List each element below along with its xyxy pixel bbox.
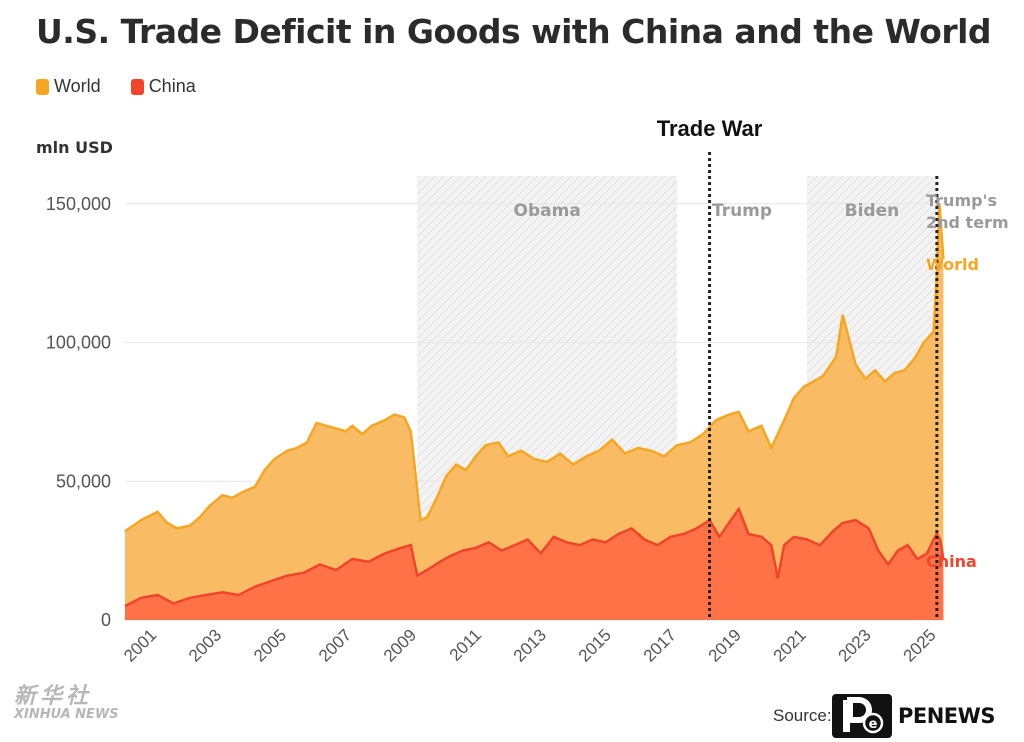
legend-item-china: China xyxy=(130,76,196,97)
x-tick-label: 2017 xyxy=(640,625,680,665)
trade-war-label: Trade War xyxy=(657,116,763,141)
legend-swatch-world xyxy=(36,78,49,95)
era-label-trump: Trump xyxy=(712,201,772,221)
x-tick-label: 2003 xyxy=(185,625,225,665)
series-label-china: China xyxy=(926,552,977,571)
y-tick-label: 0 xyxy=(101,610,111,630)
legend-label-china: China xyxy=(148,76,196,96)
xinhua-watermark-english: XINHUA NEWS xyxy=(14,707,119,722)
svg-text:e: e xyxy=(869,717,878,732)
x-tick-label: 2005 xyxy=(250,625,290,665)
area-china xyxy=(125,509,944,620)
x-tick-label: 2013 xyxy=(510,625,550,665)
xinhua-watermark: 新华社 XINHUA NEWS xyxy=(14,684,119,722)
x-tick-label: 2007 xyxy=(315,625,355,665)
xinhua-watermark-chinese: 新华社 xyxy=(14,684,93,709)
era-label-trump-2nd-term: Trump's xyxy=(926,191,997,210)
x-tick-label: 2009 xyxy=(380,625,420,665)
era-label-obama: Obama xyxy=(514,201,581,221)
x-tick-label: 2015 xyxy=(575,625,615,665)
x-tick-label: 2001 xyxy=(120,625,160,665)
line-china xyxy=(124,506,945,608)
era-label-biden: Biden xyxy=(845,201,900,221)
x-tick-label: 2023 xyxy=(835,625,875,665)
y-axis-unit-label: mln USD xyxy=(36,138,113,157)
x-tick-label: 2019 xyxy=(705,625,745,665)
y-tick-label: 100,000 xyxy=(46,333,111,353)
series-label-world: World xyxy=(926,255,979,274)
y-tick-label: 50,000 xyxy=(56,471,111,491)
legend-swatch-china xyxy=(130,78,144,95)
y-tick-label: 150,000 xyxy=(46,194,111,214)
x-tick-label: 2025 xyxy=(900,625,940,665)
legend-item-world: World xyxy=(36,76,101,97)
penews-wordmark: PENEWS xyxy=(898,704,995,728)
x-tick-label: 2011 xyxy=(446,625,485,664)
era-label-trump-2nd-term-line2: 2nd term xyxy=(926,213,1009,232)
pe-logo-icon: e xyxy=(832,694,892,738)
x-tick-label: 2021 xyxy=(770,625,810,665)
legend-label-world: World xyxy=(54,76,101,96)
penews-logo: e PENEWS xyxy=(832,694,995,738)
legend: World China xyxy=(36,76,196,97)
line-world xyxy=(124,203,945,533)
chart-title: U.S. Trade Deficit in Goods with China a… xyxy=(36,12,992,51)
